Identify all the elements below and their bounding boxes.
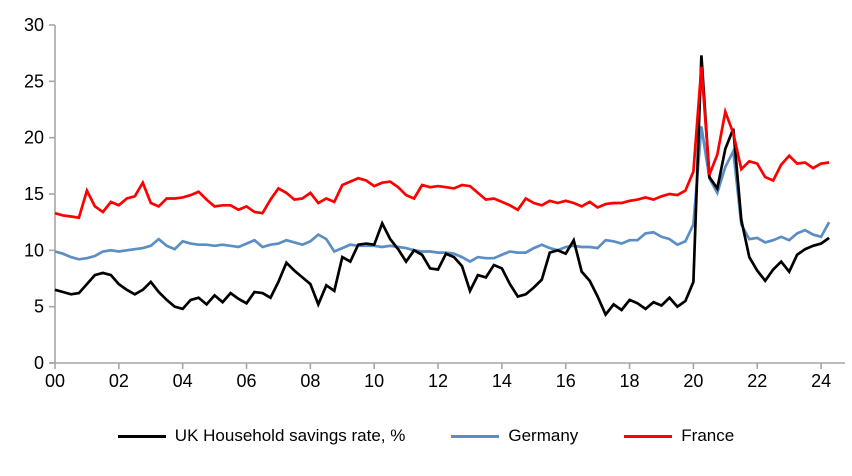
y-tick-label: 5 xyxy=(34,297,44,317)
x-tick-label: 02 xyxy=(109,371,129,391)
x-tick-label: 00 xyxy=(45,371,65,391)
legend: UK Household savings rate, % Germany Franc… xyxy=(0,426,852,446)
y-tick-label: 0 xyxy=(34,353,44,373)
legend-item-france: France xyxy=(624,426,734,446)
series-line-france xyxy=(54,66,830,220)
x-tick-label: 14 xyxy=(492,371,512,391)
series-line-germany xyxy=(54,126,831,264)
x-tick-label: 06 xyxy=(237,371,257,391)
x-tick-label: 24 xyxy=(811,371,831,391)
x-tick-label: 22 xyxy=(747,371,767,391)
x-tick-label: 12 xyxy=(428,371,448,391)
x-tick-label: 04 xyxy=(173,371,193,391)
legend-line-swatch xyxy=(451,434,500,438)
x-tick-label: 18 xyxy=(620,371,640,391)
x-tick-label: 20 xyxy=(683,371,703,391)
x-tick-label: 10 xyxy=(364,371,384,391)
y-tick-label: 20 xyxy=(24,128,44,148)
legend-line-swatch xyxy=(624,434,673,438)
y-tick-label: 25 xyxy=(24,71,44,91)
y-tick-label: 10 xyxy=(24,240,44,260)
y-tick-label: 15 xyxy=(24,184,44,204)
legend-line-swatch xyxy=(117,434,166,438)
legend-label: France xyxy=(681,426,735,445)
x-tick-label: 08 xyxy=(300,371,320,391)
legend-item-uk: UK Household savings rate, % xyxy=(117,426,406,446)
x-tick-label: 16 xyxy=(556,371,576,391)
chart-svg: 0 5 10 15 20 25 30 00 02 04 06 08 10 12 14 16 18 20 22 24 xyxy=(24,15,845,391)
legend-item-germany: Germany xyxy=(451,426,578,446)
legend-label: Germany xyxy=(508,426,579,445)
y-tick-label: 30 xyxy=(24,15,44,35)
legend-label: UK Household savings rate, % xyxy=(174,426,406,445)
